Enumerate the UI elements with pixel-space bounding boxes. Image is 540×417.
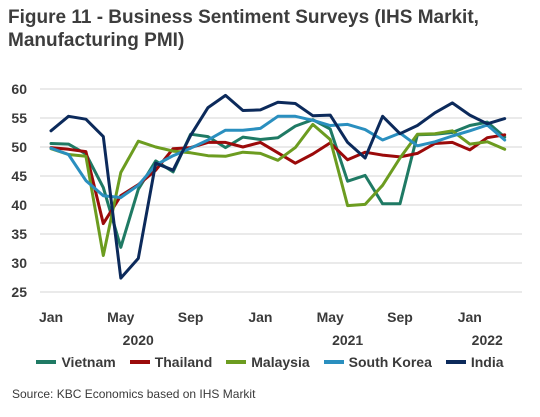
legend-item-india: India	[445, 354, 504, 370]
y-tick-label: 30	[11, 255, 27, 271]
legend-item-thailand: Thailand	[129, 354, 213, 370]
x-tick-label: May	[317, 309, 344, 325]
chart-title-line-1: Figure 11 - Business Sentiment Surveys (…	[8, 7, 479, 28]
x-year-label: 2021	[332, 332, 363, 348]
gridlines	[40, 88, 522, 293]
x-year-label: 2022	[472, 332, 503, 348]
x-tick-label: Jan	[458, 309, 482, 325]
legend-label: Malaysia	[251, 354, 310, 370]
series-line-malaysia	[49, 122, 507, 257]
legend-swatch	[323, 360, 344, 364]
chart-title: Figure 11 - Business Sentiment Surveys (…	[8, 6, 528, 52]
x-tick-label: Sep	[387, 309, 413, 325]
legend-label: South Korea	[348, 354, 432, 370]
chart-title-line-2: Manufacturing PMI)	[8, 30, 185, 51]
series-lines	[49, 93, 507, 280]
legend-swatch	[36, 360, 57, 364]
x-axis: Jan May Sep Jan May Sep Jan 2020 2021 2022	[39, 309, 503, 348]
series-line-india	[49, 93, 507, 280]
x-tick-label: May	[107, 309, 134, 325]
y-axis: 25 30 35 40 45 50 55 60	[11, 81, 27, 300]
legend: Vietnam Thailand Malaysia South Korea India	[0, 354, 540, 370]
legend-item-vietnam: Vietnam	[36, 354, 116, 370]
source-note: Source: KBC Economics based on IHS Marki…	[12, 387, 256, 401]
legend-item-south-korea: South Korea	[323, 354, 432, 370]
x-tick-label: Jan	[39, 309, 63, 325]
y-tick-label: 50	[11, 139, 27, 155]
legend-label: Vietnam	[61, 354, 116, 370]
series-line-south-korea	[49, 114, 507, 199]
y-tick-label: 35	[11, 226, 27, 242]
legend-swatch	[226, 360, 247, 364]
y-tick-label: 60	[11, 81, 27, 97]
y-tick-label: 45	[11, 168, 27, 184]
legend-swatch	[129, 360, 150, 364]
x-year-label: 2020	[123, 332, 154, 348]
legend-label: Thailand	[154, 354, 213, 370]
legend-item-malaysia: Malaysia	[226, 354, 310, 370]
y-tick-label: 40	[11, 197, 27, 213]
x-tick-label: Jan	[248, 309, 272, 325]
x-tick-label: Sep	[178, 309, 204, 325]
y-tick-label: 55	[11, 110, 27, 126]
legend-label: India	[470, 354, 504, 370]
y-tick-label: 25	[11, 284, 27, 300]
legend-swatch	[445, 360, 466, 364]
